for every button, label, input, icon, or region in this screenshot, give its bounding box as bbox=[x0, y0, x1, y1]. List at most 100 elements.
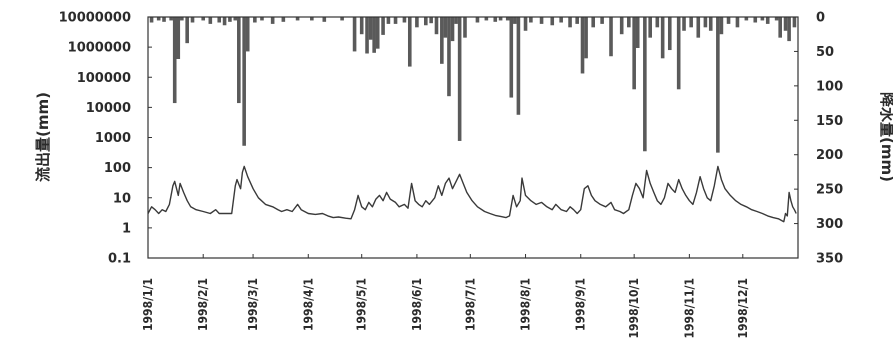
rain-bar-50 bbox=[493, 17, 498, 22]
rain-bar-75 bbox=[660, 17, 665, 59]
rain-bar-93 bbox=[783, 17, 788, 31]
rain-bar-90 bbox=[765, 17, 770, 24]
right-tick-label-5: 250 bbox=[816, 183, 843, 198]
rain-bar-91 bbox=[774, 17, 779, 21]
rain-bar-65 bbox=[591, 17, 596, 28]
rain-bar-27 bbox=[359, 17, 364, 35]
left-tick-label-4: 1000 bbox=[95, 131, 131, 146]
right-axis-label: 降水量(mm) bbox=[878, 92, 893, 182]
rain-bar-37 bbox=[415, 17, 419, 28]
rain-bar-34 bbox=[393, 17, 398, 24]
x-tick-label-7: 1998/8/1 bbox=[519, 278, 533, 331]
rain-bar-23 bbox=[310, 17, 314, 21]
rain-bar-35 bbox=[402, 17, 407, 23]
rain-bar-87 bbox=[744, 17, 749, 21]
rain-bar-36 bbox=[407, 17, 412, 67]
left-tick-label-5: 100 bbox=[104, 161, 131, 176]
right-axis: 0 50 100 150 200 250 300 350 bbox=[794, 11, 843, 267]
right-tick-label-6: 300 bbox=[816, 217, 843, 232]
rain-bar-80 bbox=[696, 17, 701, 38]
right-tick-label-7: 350 bbox=[816, 252, 843, 267]
rain-bar-86 bbox=[735, 17, 740, 28]
rain-bar-60 bbox=[559, 17, 563, 23]
rain-bar-18 bbox=[253, 17, 257, 23]
rain-bar-15 bbox=[237, 17, 241, 104]
rain-bar-85 bbox=[726, 17, 731, 24]
right-tick-label-4: 200 bbox=[816, 148, 843, 163]
rain-bar-13 bbox=[228, 17, 232, 22]
rain-bar-74 bbox=[655, 17, 660, 28]
rain-bar-6 bbox=[180, 17, 184, 21]
rain-bar-26 bbox=[352, 17, 357, 52]
rain-bar-54 bbox=[513, 17, 517, 24]
rain-bar-14 bbox=[233, 17, 238, 21]
rain-bar-4 bbox=[172, 17, 177, 104]
rain-bar-44 bbox=[450, 17, 455, 42]
rain-bar-3 bbox=[169, 17, 173, 21]
rain-bar-29 bbox=[368, 17, 373, 40]
x-tick-label-2: 1998/3/1 bbox=[246, 278, 260, 331]
runoff-line bbox=[147, 165, 797, 223]
rain-bar-30 bbox=[372, 17, 376, 53]
rain-bar-56 bbox=[523, 17, 528, 31]
rain-bar-32 bbox=[381, 17, 385, 35]
x-tick-label-8: 1998/9/1 bbox=[574, 278, 588, 331]
rain-bar-70 bbox=[632, 17, 636, 90]
right-tick-label-0: 0 bbox=[816, 11, 825, 26]
rain-bar-45 bbox=[454, 17, 458, 24]
x-tick-label-3: 1998/4/1 bbox=[301, 278, 315, 331]
left-tick-label-8: 0.1 bbox=[108, 252, 131, 267]
x-tick-label-0: 1998/1/1 bbox=[141, 278, 155, 331]
rain-bar-43 bbox=[447, 17, 451, 97]
rain-bar-81 bbox=[703, 17, 708, 28]
rain-bar-84 bbox=[719, 17, 724, 35]
rain-bar-51 bbox=[498, 17, 503, 21]
right-tick-label-1: 50 bbox=[816, 45, 834, 60]
rain-bar-72 bbox=[643, 17, 647, 152]
rain-bar-61 bbox=[568, 17, 572, 28]
right-tick-label-3: 150 bbox=[816, 114, 843, 129]
rain-bar-10 bbox=[208, 17, 213, 24]
rain-bar-7 bbox=[185, 17, 189, 44]
rain-bar-66 bbox=[600, 17, 604, 24]
rain-bar-82 bbox=[708, 17, 713, 31]
rain-bar-89 bbox=[760, 17, 765, 21]
rain-bar-19 bbox=[260, 17, 264, 21]
rain-bar-79 bbox=[689, 17, 693, 28]
rainfall-bars bbox=[149, 17, 797, 153]
rain-bar-62 bbox=[575, 17, 579, 24]
rain-bar-83 bbox=[716, 17, 720, 153]
rain-bar-57 bbox=[529, 17, 533, 23]
rain-bar-24 bbox=[322, 17, 327, 22]
rain-bar-0 bbox=[149, 17, 154, 23]
rain-bar-67 bbox=[609, 17, 613, 57]
rain-bar-95 bbox=[792, 17, 797, 28]
rain-bar-78 bbox=[682, 17, 686, 31]
left-tick-label-0: 10000000 bbox=[59, 11, 131, 26]
x-tick-label-11: 1998/12/1 bbox=[736, 278, 750, 338]
x-tick-label-1: 1998/2/1 bbox=[196, 278, 210, 331]
rain-bar-21 bbox=[281, 17, 286, 22]
rain-bar-11 bbox=[217, 17, 222, 23]
rain-bar-8 bbox=[190, 17, 195, 23]
rain-bar-17 bbox=[245, 17, 250, 52]
rain-bar-63 bbox=[580, 17, 585, 74]
x-tick-label-10: 1998/11/1 bbox=[682, 278, 696, 338]
rain-bar-20 bbox=[270, 17, 275, 24]
rain-bar-55 bbox=[516, 17, 521, 115]
rain-bar-22 bbox=[295, 17, 300, 21]
rain-bar-48 bbox=[475, 17, 480, 23]
left-tick-label-7: 1 bbox=[122, 221, 131, 236]
left-tick-label-1: 1000000 bbox=[68, 41, 131, 56]
right-tick-label-2: 100 bbox=[816, 79, 843, 94]
rain-bar-77 bbox=[676, 17, 681, 90]
rain-bar-39 bbox=[429, 17, 433, 24]
rain-bar-40 bbox=[434, 17, 439, 35]
rain-bar-94 bbox=[787, 17, 791, 42]
left-tick-label-2: 100000 bbox=[77, 71, 131, 86]
rain-bar-58 bbox=[539, 17, 544, 24]
left-axis: 10000000 1000000 100000 10000 1000 100 10 1 0.1 bbox=[59, 11, 152, 267]
rain-bar-41 bbox=[440, 17, 444, 64]
rain-bar-5 bbox=[176, 17, 181, 60]
